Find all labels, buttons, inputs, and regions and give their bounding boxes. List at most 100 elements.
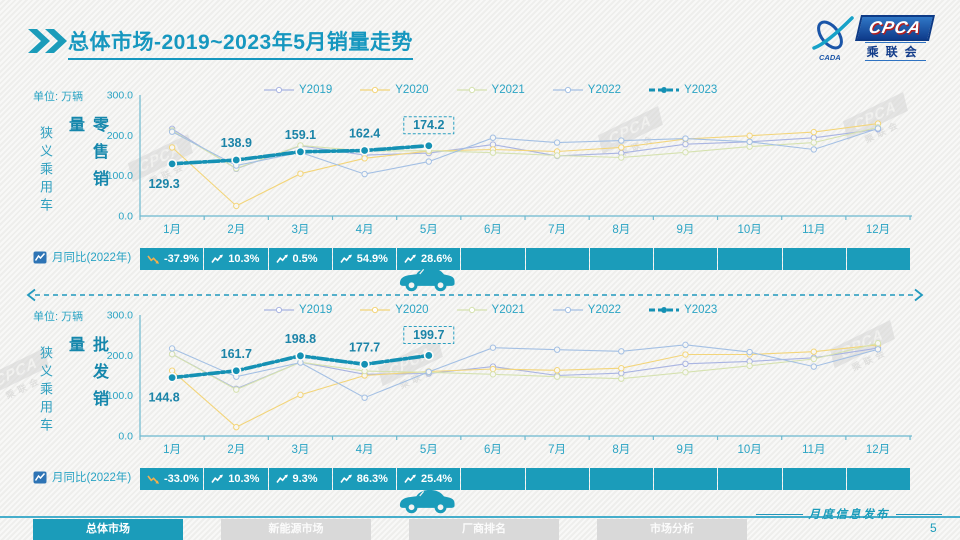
data-point-Y2023 — [295, 146, 306, 157]
legend-text: Y2023 — [684, 84, 718, 96]
legend-text: Y2020 — [395, 304, 429, 316]
data-point-Y2020 — [168, 367, 176, 374]
data-point-Y2022 — [746, 138, 753, 145]
data-point-Y2022 — [618, 348, 625, 355]
double-chevron-icon — [28, 29, 67, 53]
value-label: 144.8 — [148, 391, 179, 405]
value-label: 129.3 — [148, 177, 179, 191]
month-label: 8月 — [612, 444, 630, 456]
yoy-cell: 25.4% — [397, 468, 461, 490]
footer-divider — [0, 516, 960, 518]
yoy-row-label: 月同比(2022年) — [33, 249, 131, 265]
legend-swatch — [649, 307, 680, 313]
trend-up-icon — [404, 474, 416, 483]
legend-text: Y2020 — [395, 84, 429, 96]
month-label: 11月 — [802, 444, 825, 456]
data-point-Y2022 — [618, 137, 625, 144]
yoy-value: 0.5% — [292, 253, 318, 265]
yoy-value: 10.3% — [228, 473, 260, 485]
data-point-Y2021 — [553, 373, 561, 380]
y-tick-label: 0.0 — [118, 431, 133, 443]
value-label: 198.8 — [285, 332, 316, 346]
month-label: 8月 — [612, 224, 630, 236]
yoy-cell — [718, 248, 782, 270]
data-point-Y2022 — [425, 368, 432, 376]
data-point-Y2021 — [682, 369, 689, 376]
month-label: 4月 — [356, 444, 374, 456]
month-label: 7月 — [548, 224, 566, 236]
legend-item-Y2021: Y2021 — [456, 84, 525, 96]
legend-text: Y2023 — [684, 304, 718, 316]
legend-text: Y2019 — [299, 304, 333, 316]
footer-tab-市场分析[interactable]: 市场分析 — [597, 519, 747, 540]
yoy-value: 54.9% — [356, 253, 388, 265]
page-title: 总体市场-2019~2023年5月销量走势 — [68, 26, 413, 60]
y-tick-label: 300.0 — [107, 310, 133, 322]
legend-swatch — [264, 86, 294, 94]
legend-swatch — [456, 86, 487, 94]
yoy-value: 86.3% — [356, 473, 388, 485]
yoy-cell: 86.3% — [332, 468, 396, 490]
data-point-Y2020 — [168, 144, 176, 151]
series-line-Y2019 — [171, 347, 879, 390]
y-tick-label: 200.0 — [107, 350, 133, 362]
yoy-value: -33.0% — [164, 473, 199, 485]
data-point-Y2022 — [874, 346, 882, 353]
month-label: 5月 — [420, 444, 438, 456]
metric-label-retail: 零售销量 — [66, 116, 107, 197]
legend-item-Y2019: Y2019 — [263, 304, 332, 316]
trend-up-icon — [275, 254, 288, 263]
legend-text: Y2021 — [491, 304, 525, 316]
y-tick-label: 200.0 — [107, 130, 133, 142]
yoy-row-retail: -37.9% 10.3% 0.5% 54.9% 28.6% — [140, 248, 910, 270]
logo-abbr: CPCA — [854, 15, 936, 41]
cpca-swoosh-icon: CADA — [812, 16, 854, 62]
data-point-Y2022 — [489, 134, 497, 141]
legend-retail: Y2019 Y2020 Y2021 Y2022 Y2023 — [263, 84, 717, 96]
yoy-value: 9.3% — [292, 473, 318, 485]
yoy-value: -37.9% — [164, 253, 199, 265]
yoy-cell: 10.3% — [204, 248, 268, 270]
yoy-cell: 10.3% — [204, 468, 268, 490]
data-point-Y2023 — [231, 154, 242, 165]
data-point-Y2022 — [553, 139, 561, 146]
value-label: 138.9 — [221, 136, 252, 150]
data-point-Y2021 — [618, 154, 625, 161]
data-point-Y2020 — [618, 365, 625, 372]
month-label: 6月 — [484, 224, 502, 236]
legend-text: Y2019 — [299, 84, 333, 96]
value-label-box — [403, 325, 455, 344]
yoy-cell: 28.6% — [397, 248, 461, 270]
retail-line-chart: 300.0 200.0 100.0 0.0 1月 2月 3月 4月 5月 6月 7月 8月 9月 10月 1… — [107, 90, 912, 236]
y-tick-label: 0.0 — [118, 211, 133, 223]
footer-tab-新能源市场[interactable]: 新能源市场 — [221, 519, 371, 540]
category-label: 狭义乘用车 — [38, 346, 53, 436]
y-tick-label: 300.0 — [107, 90, 133, 102]
legend-item-Y2019: Y2019 — [263, 84, 332, 96]
legend-swatch — [360, 86, 391, 94]
data-point-Y2020 — [682, 351, 689, 358]
data-point-Y2021 — [233, 386, 240, 393]
trend-down-icon — [147, 475, 159, 484]
footer-tabs: 总体市场 新能源市场 厂商排名 市场分析 — [33, 519, 747, 540]
yoy-cell — [654, 248, 718, 270]
footer-tab-厂商排名[interactable]: 厂商排名 — [409, 519, 559, 540]
yoy-cell — [718, 468, 782, 490]
data-point-Y2023 — [167, 158, 178, 169]
data-point-Y2023 — [231, 365, 242, 376]
yoy-label-text: 月同比(2022年) — [52, 252, 132, 264]
data-point-Y2022 — [810, 146, 817, 153]
data-point-Y2021 — [874, 340, 882, 347]
value-label: 177.7 — [349, 340, 380, 354]
legend-item-Y2022: Y2022 — [552, 304, 621, 316]
data-point-Y2022 — [361, 394, 368, 401]
yoy-cell — [461, 468, 525, 490]
legend-swatch — [264, 306, 294, 314]
data-point-Y2021 — [489, 371, 497, 378]
data-point-Y2022 — [746, 348, 753, 356]
footer-tab-总体市场[interactable]: 总体市场 — [33, 519, 183, 540]
yoy-cell — [782, 248, 846, 270]
yoy-cell: -33.0% — [140, 468, 204, 490]
data-point-Y2022 — [168, 345, 176, 352]
series-line-Y2021 — [171, 126, 879, 170]
